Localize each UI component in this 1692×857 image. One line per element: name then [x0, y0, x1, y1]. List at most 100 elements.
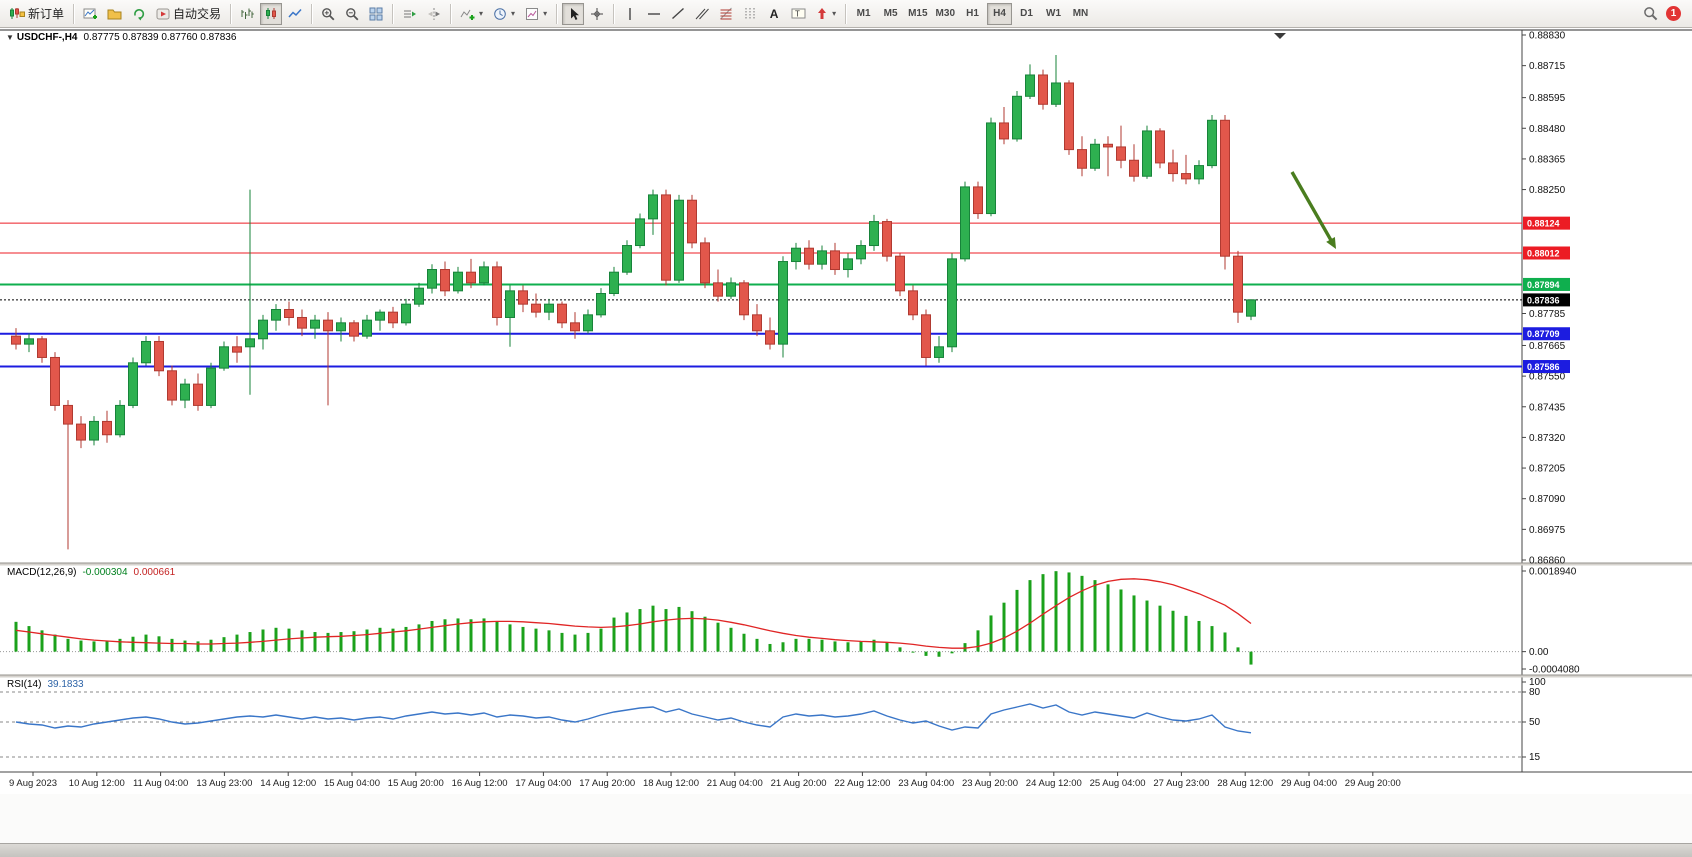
indicators-icon	[460, 9, 475, 20]
horizontal-level-lines[interactable]	[0, 222, 1522, 368]
search-button[interactable]	[1639, 3, 1662, 25]
svg-text:22 Aug 12:00: 22 Aug 12:00	[834, 778, 890, 789]
templates-button[interactable]: ▾	[521, 3, 551, 25]
chart-shift-marker[interactable]	[1274, 33, 1286, 39]
svg-text:21 Aug 04:00: 21 Aug 04:00	[707, 778, 763, 789]
zoom-in-icon	[322, 7, 335, 20]
dropdown-caret-icon: ▾	[511, 9, 516, 18]
timeframe-w1-button[interactable]: W1	[1041, 3, 1066, 25]
timeframe-m30-button[interactable]: M30	[933, 3, 958, 25]
timeframe-h1-button[interactable]: H1	[960, 3, 985, 25]
separator	[613, 3, 615, 24]
svg-text:100: 100	[1529, 677, 1546, 688]
indicators-button[interactable]: ▾	[456, 3, 487, 25]
separator	[311, 3, 313, 24]
svg-text:-0.0004080: -0.0004080	[1529, 665, 1580, 676]
svg-text:16 Aug 12:00: 16 Aug 12:00	[452, 778, 508, 789]
price-axis[interactable]: 0.88830 0.88715 0.88595 0.88480 0.88365 0.882…	[1522, 31, 1566, 567]
refresh-icon	[134, 8, 145, 20]
svg-text:15: 15	[1529, 752, 1541, 763]
bar-chart-button[interactable]	[236, 3, 258, 25]
new-order-label: 新订单	[28, 7, 65, 21]
svg-text:18 Aug 12:00: 18 Aug 12:00	[643, 778, 699, 789]
new-chart-button[interactable]	[79, 3, 101, 25]
svg-text:9 Aug 2023: 9 Aug 2023	[9, 778, 57, 789]
template-icon	[526, 7, 539, 20]
svg-text:15 Aug 20:00: 15 Aug 20:00	[388, 778, 444, 789]
vertical-line-button[interactable]	[619, 3, 641, 25]
auto-scroll-button[interactable]	[398, 3, 421, 25]
pane-splitter[interactable]	[0, 674, 1692, 678]
text-label-button[interactable]: T	[787, 3, 810, 25]
zoom-in-button[interactable]	[317, 3, 339, 25]
svg-text:0.87785: 0.87785	[1529, 309, 1566, 320]
svg-text:0.87665: 0.87665	[1529, 341, 1566, 352]
svg-text:80: 80	[1529, 687, 1541, 698]
crosshair-button[interactable]	[586, 3, 608, 25]
timeframe-mn-button[interactable]: MN	[1068, 3, 1093, 25]
channel-button[interactable]	[691, 3, 713, 25]
timeframe-h4-button[interactable]: H4	[987, 2, 1012, 25]
text-button[interactable]: A	[763, 3, 785, 25]
fibonacci-button[interactable]	[715, 3, 737, 25]
svg-text:0.0018940: 0.0018940	[1529, 567, 1577, 578]
rsi-indicator	[0, 691, 1522, 758]
toolbar: 新订单 自动交易	[0, 0, 1692, 28]
tile-windows-button[interactable]	[365, 3, 387, 25]
periods-button[interactable]: ▾	[489, 3, 519, 25]
svg-text:23 Aug 20:00: 23 Aug 20:00	[962, 778, 1018, 789]
cursor-arrow-icon	[570, 7, 579, 20]
new-order-icon	[10, 7, 25, 19]
zoom-out-button[interactable]	[341, 3, 363, 25]
svg-text:T: T	[795, 10, 800, 19]
horizontal-line-icon	[648, 12, 661, 15]
timeframe-m5-button[interactable]: M5	[878, 3, 903, 25]
refresh-button[interactable]	[128, 3, 150, 25]
cursor-button[interactable]	[562, 2, 585, 25]
line-chart-icon	[288, 8, 302, 18]
horizontal-line-button[interactable]	[643, 3, 665, 25]
chart-shift-icon	[428, 7, 441, 20]
trendline-button[interactable]	[667, 3, 689, 25]
svg-text:0.87709: 0.87709	[1527, 329, 1560, 339]
svg-text:50: 50	[1529, 717, 1541, 728]
autotrade-icon	[156, 8, 170, 19]
separator	[845, 3, 847, 24]
svg-text:0.87435: 0.87435	[1529, 402, 1566, 413]
svg-text:23 Aug 04:00: 23 Aug 04:00	[898, 778, 954, 789]
autotrade-button[interactable]: 自动交易	[152, 3, 225, 25]
line-chart-button[interactable]	[284, 3, 306, 25]
svg-text:0.88124: 0.88124	[1527, 219, 1560, 229]
candlestick-chart-icon	[266, 8, 277, 19]
trend-arrow-annotation[interactable]	[1290, 171, 1336, 249]
macd-indicator	[0, 571, 1522, 665]
notification-badge[interactable]: 1	[1666, 6, 1681, 21]
search-icon	[1644, 7, 1658, 21]
time-axis[interactable]: 9 Aug 2023 10 Aug 12:00 11 Aug 04:00 13 Aug…	[9, 772, 1401, 789]
channel-icon	[695, 8, 709, 20]
candlestick-chart-button[interactable]	[260, 2, 283, 25]
timeframe-m15-button[interactable]: M15	[905, 3, 930, 25]
chart-canvas[interactable]: 0.88830 0.88715 0.88595 0.88480 0.88365 0.882…	[0, 28, 1692, 794]
svg-text:0.00: 0.00	[1529, 647, 1549, 658]
svg-text:21 Aug 20:00: 21 Aug 20:00	[771, 778, 827, 789]
svg-text:0.87836: 0.87836	[1527, 295, 1560, 305]
timeframe-d1-button[interactable]: D1	[1014, 3, 1039, 25]
dropdown-caret-icon: ▾	[543, 9, 548, 18]
chart-shift-button[interactable]	[423, 3, 445, 25]
arrows-tool-button[interactable]: ▾	[812, 3, 840, 25]
new-order-button[interactable]: 新订单	[5, 3, 68, 25]
fibonacci-icon	[720, 7, 732, 20]
cycle-lines-button[interactable]	[739, 3, 761, 25]
svg-text:11 Aug 04:00: 11 Aug 04:00	[133, 778, 188, 789]
svg-text:13 Aug 23:00: 13 Aug 23:00	[196, 778, 252, 789]
pane-splitter[interactable]	[0, 562, 1692, 566]
profiles-button[interactable]	[103, 3, 126, 25]
timeframe-m1-button[interactable]: M1	[851, 3, 876, 25]
separator	[230, 3, 232, 24]
svg-text:28 Aug 12:00: 28 Aug 12:00	[1217, 778, 1273, 789]
svg-text:17 Aug 20:00: 17 Aug 20:00	[579, 778, 635, 789]
svg-text:0.88715: 0.88715	[1529, 61, 1566, 72]
separator	[556, 3, 558, 24]
